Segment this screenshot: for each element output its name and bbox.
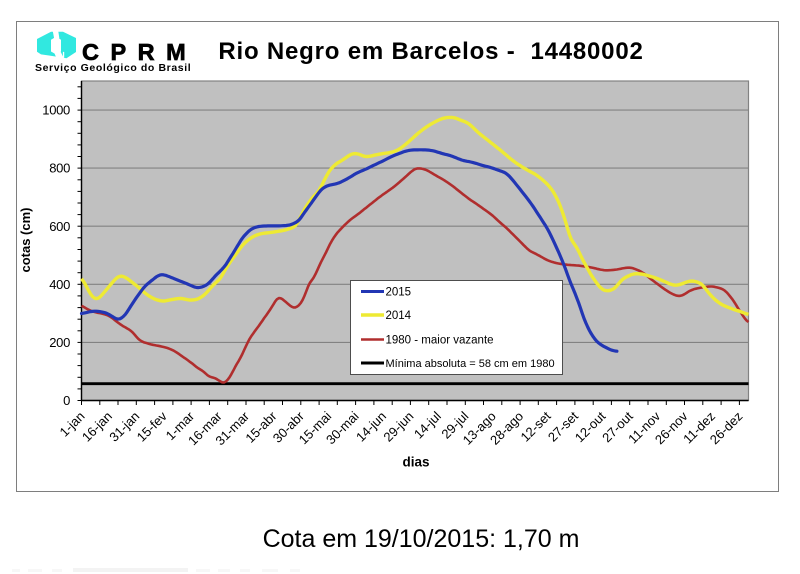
svg-text:29-jun: 29-jun xyxy=(380,409,416,445)
svg-text:600: 600 xyxy=(49,219,70,234)
svg-text:dias: dias xyxy=(402,455,429,470)
svg-text:1000: 1000 xyxy=(42,103,70,118)
svg-text:14-jul: 14-jul xyxy=(411,408,444,441)
svg-text:15-fev: 15-fev xyxy=(134,408,171,445)
svg-text:200: 200 xyxy=(49,335,70,350)
svg-text:Mínima absoluta = 58 cm em 198: Mínima absoluta = 58 cm em 1980 xyxy=(386,358,555,370)
svg-text:16-jan: 16-jan xyxy=(79,409,115,445)
svg-text:1980 - maior vazante: 1980 - maior vazante xyxy=(386,335,494,347)
svg-text:31-jan: 31-jan xyxy=(106,409,142,445)
svg-text:2014: 2014 xyxy=(386,310,412,322)
svg-text:0: 0 xyxy=(63,393,70,408)
svg-text:cotas (cm): cotas (cm) xyxy=(18,207,33,272)
svg-text:800: 800 xyxy=(49,161,70,176)
svg-text:2015: 2015 xyxy=(386,287,412,299)
svg-text:14-jun: 14-jun xyxy=(353,409,389,445)
svg-text:400: 400 xyxy=(49,277,70,292)
svg-text:12-set: 12-set xyxy=(517,408,553,444)
